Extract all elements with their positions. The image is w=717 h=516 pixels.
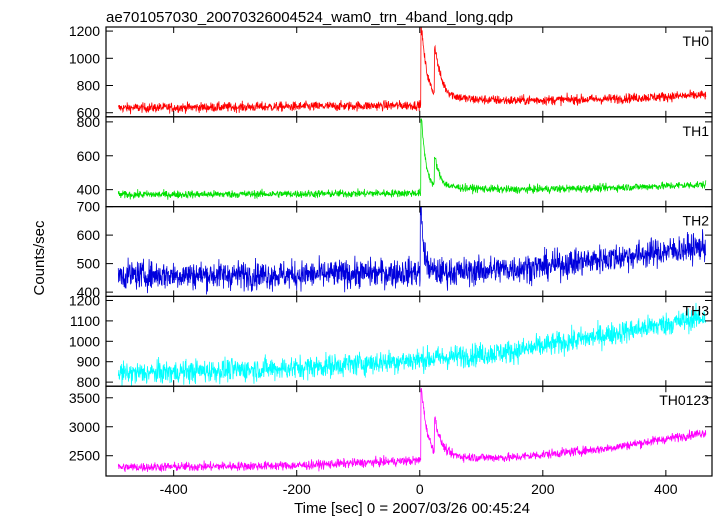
x-tick-label: -200 [283,481,311,497]
y-tick-label: 700 [77,199,101,215]
panel-label-th3: TH3 [683,302,710,318]
y-tick-label: 1000 [69,333,100,349]
panel-th0: 600 800 1000 1200 TH0 [69,23,713,121]
y-tick-label: 1100 [70,313,100,329]
panel-label-th0: TH0 [683,33,710,49]
panel-frame [105,295,713,387]
panel-frame [105,26,713,118]
series-line-th2 [117,206,707,295]
y-tick-label: 3000 [69,419,100,435]
y-tick-label: 500 [77,256,101,272]
panel-th0123: 2500 3000 3500 TH0123 [69,385,713,477]
y-tick-label: 600 [77,148,101,164]
y-tick-label: 900 [77,354,101,370]
y-tick-label: 1000 [69,50,100,66]
y-tick-label: 1200 [69,292,100,308]
panel-label-th1: TH1 [683,123,710,139]
y-tick-label: 3500 [69,390,100,406]
y-tick-label: 800 [77,374,101,390]
panel-th3: 800 900 1000 1100 1200 TH3 [69,292,713,390]
series-line-th1 [117,118,707,200]
x-tick-label: 400 [654,481,678,497]
y-tick-label: 600 [77,227,101,243]
y-axis-label: Counts/sec [31,220,48,296]
y-tick-label: 400 [77,284,101,300]
series-line-th0123 [117,387,707,473]
y-tick-label: 1200 [69,23,100,39]
y-tick-label: 800 [77,114,101,130]
y-tick-label: 800 [77,78,101,94]
y-tick-label: 2500 [69,448,100,464]
series-line-th3 [117,302,707,387]
y-tick-label: 600 [77,105,101,121]
series-line-th0 [117,27,707,115]
y-tick-label: 400 [77,182,101,198]
chart-title: ae701057030_20070326004524_wam0_trn_4ban… [106,9,513,26]
x-tick-label: 0 [416,481,424,497]
panel-th2: 400 500 600 700 TH2 [77,199,713,300]
x-tick-label: 200 [531,481,555,497]
panel-frame [105,385,713,477]
panel-label-th2: TH2 [683,213,710,229]
panel-th1: 400 600 800 TH1 [77,114,713,208]
x-tick-label: -400 [160,481,188,497]
panel-label-th0123: TH0123 [659,392,709,408]
x-axis-label: Time [sec] 0 = 2007/03/26 00:45:24 [294,500,530,516]
